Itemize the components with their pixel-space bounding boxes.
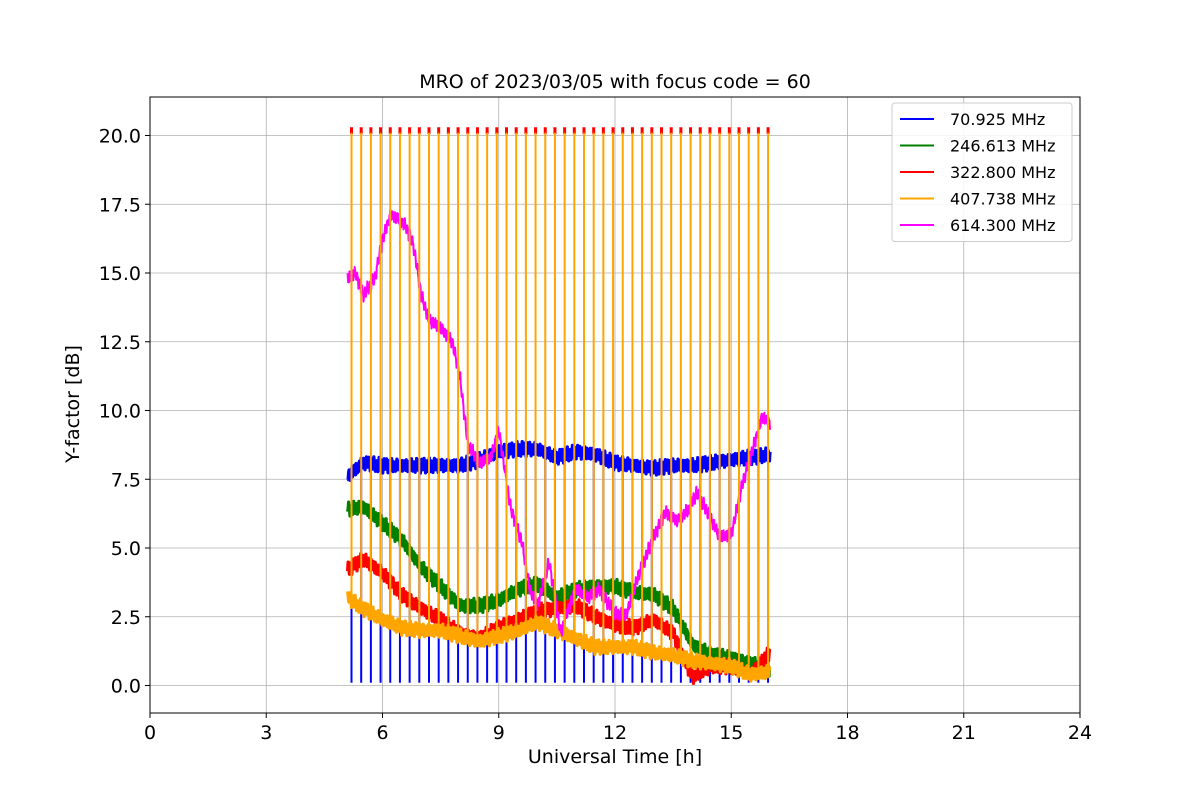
chart-title: MRO of 2023/03/05 with focus code = 60	[419, 71, 811, 93]
x-axis-ticks: 0 3 6 9 12 15 18 21 24	[144, 713, 1092, 744]
x-axis-label: Universal Time [h]	[528, 746, 702, 768]
x-tick-label: 6	[376, 722, 388, 744]
legend-box	[891, 102, 1073, 242]
x-tick-label: 15	[719, 722, 743, 744]
x-tick-label: 12	[603, 722, 627, 744]
y-axis-label: Y-factor [dB]	[62, 345, 84, 464]
y-tick-label: 5.0	[111, 538, 141, 560]
x-tick-label: 24	[1068, 722, 1092, 744]
y-tick-label: 17.5	[99, 194, 141, 216]
legend: 70.925 MHz 246.613 MHz 322.800 MHz 407.738 …	[891, 102, 1073, 242]
legend-label: 322.800 MHz	[950, 163, 1055, 182]
y-tick-label: 0.0	[111, 676, 141, 698]
x-tick-label: 18	[835, 722, 859, 744]
y-tick-label: 20.0	[99, 126, 141, 148]
x-tick-label: 3	[260, 722, 272, 744]
plot-area	[346, 127, 772, 685]
legend-label: 407.738 MHz	[950, 190, 1055, 209]
y-tick-label: 10.0	[99, 401, 141, 423]
legend-label: 246.613 MHz	[950, 137, 1055, 156]
y-tick-label: 7.5	[111, 469, 141, 491]
y-axis-ticks: 0.0 2.5 5.0 7.5 10.0 12.5 15.0 17.5 20.0	[99, 126, 150, 698]
x-tick-label: 0	[144, 722, 156, 744]
y-tick-label: 12.5	[99, 332, 141, 354]
x-tick-label: 9	[493, 722, 505, 744]
legend-label: 70.925 MHz	[950, 110, 1045, 129]
y-tick-label: 2.5	[111, 607, 141, 629]
y-tick-label: 15.0	[99, 263, 141, 285]
x-tick-label: 21	[952, 722, 976, 744]
legend-label: 614.300 MHz	[950, 216, 1055, 235]
